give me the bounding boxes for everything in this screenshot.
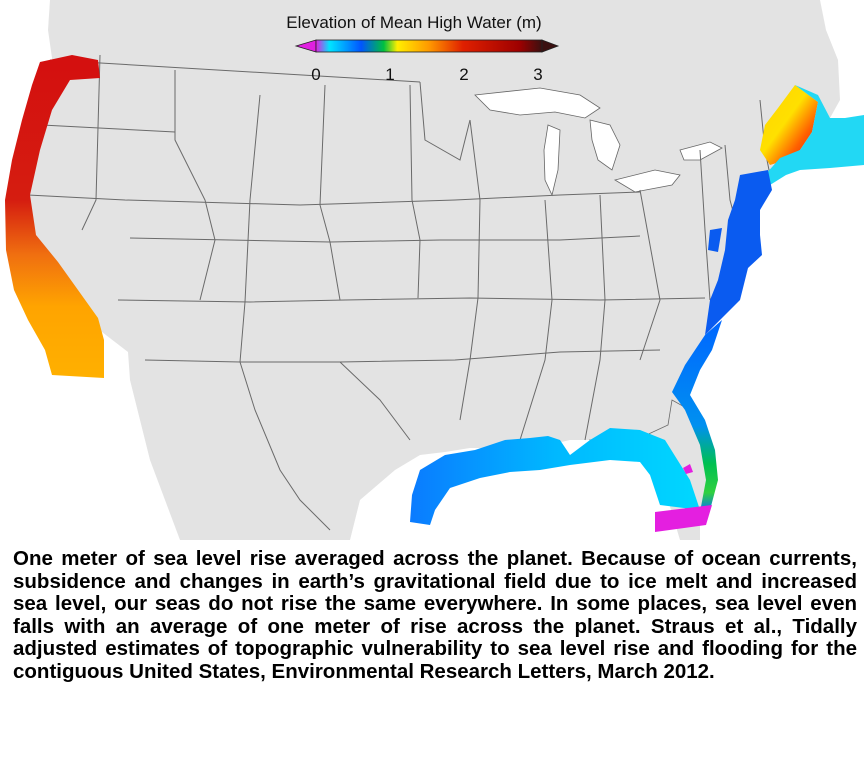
mid-atlantic-band (705, 170, 772, 335)
colorbar-tick-2: 2 (459, 65, 468, 84)
figure-caption: One meter of sea level rise averaged acr… (13, 547, 857, 683)
pacific-ocean (0, 0, 180, 540)
colorbar-tick-3: 3 (533, 65, 542, 84)
chesapeake-bay-band (708, 228, 722, 252)
pacific-northwest-band (5, 55, 104, 378)
gulf-coast-band (410, 428, 700, 525)
colorbar-max-arrow (541, 39, 560, 53)
sea-level-map: Elevation of Mean High Water (m) 0 1 2 3 (0, 0, 864, 540)
florida-keys-dot (683, 464, 693, 474)
colorbar-title: Elevation of Mean High Water (m) (286, 13, 541, 32)
colorbar (294, 39, 560, 53)
southeast-atlantic-band (672, 320, 722, 512)
south-florida-band (655, 505, 712, 532)
colorbar-ramp (315, 39, 543, 53)
state-boundaries (27, 54, 796, 531)
gulf-of-maine-band (760, 85, 818, 165)
colorbar-tick-1: 1 (385, 65, 394, 84)
new-england-offshore-band (765, 85, 864, 185)
colorbar-ticks: 0 1 2 3 (311, 65, 542, 84)
colorbar-tick-0: 0 (311, 65, 320, 84)
